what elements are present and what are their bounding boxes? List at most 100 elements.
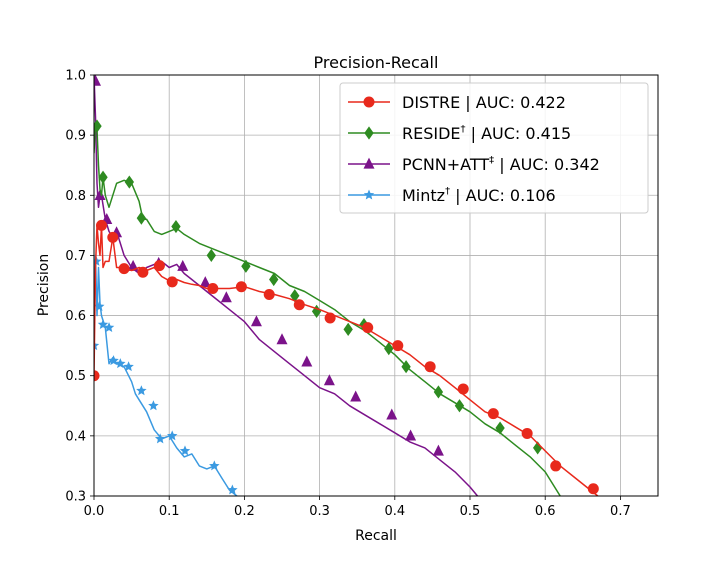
diamond-marker bbox=[290, 289, 300, 303]
star-marker bbox=[115, 358, 126, 369]
diamond-marker bbox=[454, 399, 465, 413]
triangle-marker bbox=[199, 276, 211, 288]
series-distre bbox=[94, 219, 599, 496]
star-marker bbox=[148, 400, 159, 411]
legend-label-sup: ‡ bbox=[489, 155, 494, 166]
diamond-marker bbox=[206, 248, 216, 263]
triangle-marker bbox=[350, 390, 362, 402]
legend-label: Mintz† | AUC: 0.106 bbox=[402, 186, 556, 205]
triangle-marker bbox=[301, 355, 313, 367]
circle-marker bbox=[293, 299, 305, 311]
circle-marker bbox=[324, 312, 336, 324]
x-tick-label: 0.1 bbox=[159, 504, 180, 519]
star-marker bbox=[103, 322, 115, 333]
series-layer bbox=[94, 75, 599, 496]
circle-marker bbox=[392, 340, 404, 352]
diamond-marker bbox=[364, 126, 374, 140]
diamond-marker bbox=[495, 421, 505, 435]
triangle-marker bbox=[386, 408, 398, 420]
y-tick-label: 1.0 bbox=[65, 69, 86, 84]
y-tick-label: 0.9 bbox=[65, 129, 86, 144]
triangle-marker bbox=[94, 75, 102, 86]
legend-label-sup: † bbox=[445, 186, 450, 197]
star-marker bbox=[209, 460, 220, 471]
circle-marker bbox=[424, 361, 436, 373]
x-tick-label: 0.4 bbox=[384, 504, 405, 519]
star-marker bbox=[179, 445, 191, 456]
triangle-marker bbox=[250, 315, 262, 327]
diamond-marker bbox=[171, 219, 181, 234]
legend-label-sup: † bbox=[461, 124, 466, 135]
y-tick-label: 0.7 bbox=[65, 249, 86, 264]
circle-marker bbox=[457, 383, 469, 395]
star-marker bbox=[227, 484, 238, 495]
legend-label-main: PCNN+ATT bbox=[402, 155, 489, 174]
series-reside bbox=[94, 119, 561, 496]
triangle-marker bbox=[220, 291, 232, 303]
y-tick-label: 0.4 bbox=[65, 429, 86, 444]
legend-item: RESIDE† | AUC: 0.415 bbox=[348, 124, 571, 143]
star-marker bbox=[166, 430, 178, 441]
circle-marker bbox=[587, 483, 599, 495]
diamond-marker bbox=[124, 175, 135, 189]
x-tick-label: 0.5 bbox=[460, 504, 481, 519]
diamond-marker bbox=[98, 170, 108, 184]
diamond-marker bbox=[384, 342, 394, 356]
diamond-marker bbox=[311, 304, 322, 318]
star-marker bbox=[154, 433, 166, 444]
diamond-marker bbox=[136, 211, 147, 225]
circle-marker bbox=[362, 322, 374, 334]
circle-marker bbox=[94, 370, 100, 382]
legend-label-main: Mintz bbox=[402, 186, 445, 205]
legend-item: DISTRE | AUC: 0.422 bbox=[348, 93, 566, 112]
legend-label: RESIDE† | AUC: 0.415 bbox=[402, 124, 571, 143]
diamond-marker bbox=[94, 119, 102, 133]
triangle-marker bbox=[405, 429, 417, 441]
x-tick-label: 0.3 bbox=[309, 504, 330, 519]
star-marker bbox=[363, 189, 375, 200]
triangle-marker bbox=[323, 374, 335, 386]
plot-frame bbox=[93, 74, 659, 497]
legend: DISTRE | AUC: 0.422 RESIDE† | AUC: 0.415 P… bbox=[339, 82, 649, 214]
circle-marker bbox=[207, 283, 219, 295]
y-tick-label: 0.5 bbox=[65, 369, 86, 384]
triangle-marker bbox=[363, 157, 375, 169]
chart-title: Precision-Recall bbox=[314, 53, 439, 72]
x-tick-label: 0.2 bbox=[234, 504, 255, 519]
legend-item: PCNN+ATT‡ | AUC: 0.342 bbox=[348, 155, 600, 174]
legend-label-rest: | AUC: 0.415 bbox=[466, 124, 572, 143]
y-axis-label: Precision bbox=[36, 254, 52, 316]
star-marker bbox=[123, 361, 134, 372]
y-tick-label: 0.3 bbox=[65, 490, 86, 505]
axis-ticks: 0.0 0.1 0.2 0.3 0.4 0.5 0.6 0.7 0.3 0.4 0.5 0.6 0.7 0… bbox=[65, 69, 630, 520]
y-tick-label: 0.8 bbox=[65, 189, 86, 204]
triangle-marker bbox=[94, 188, 106, 200]
diamond-marker bbox=[533, 441, 543, 455]
y-tick-label: 0.6 bbox=[65, 309, 86, 324]
circle-marker bbox=[550, 460, 562, 472]
legend-box bbox=[339, 82, 649, 214]
x-tick-label: 0.0 bbox=[84, 504, 105, 519]
circle-marker bbox=[137, 266, 149, 278]
circle-marker bbox=[166, 276, 178, 288]
circle-marker bbox=[521, 427, 533, 439]
legend-label-rest: | AUC: 0.342 bbox=[494, 155, 600, 174]
series-line bbox=[94, 122, 561, 496]
x-tick-label: 0.6 bbox=[535, 504, 556, 519]
legend-label: DISTRE | AUC: 0.422 bbox=[402, 93, 566, 112]
star-marker bbox=[94, 301, 105, 311]
legend-item: Mintz† | AUC: 0.106 bbox=[348, 186, 556, 205]
legend-label-main: DISTRE bbox=[402, 93, 460, 112]
legend-label-rest: | AUC: 0.422 bbox=[460, 93, 566, 112]
x-axis-label: Recall bbox=[355, 528, 397, 544]
x-tick-label: 0.7 bbox=[610, 504, 631, 519]
circle-marker bbox=[263, 289, 275, 301]
circle-marker bbox=[153, 260, 165, 272]
legend-label-rest: | AUC: 0.106 bbox=[450, 186, 556, 205]
legend-label: PCNN+ATT‡ | AUC: 0.342 bbox=[402, 155, 600, 174]
series-mintz bbox=[94, 254, 238, 496]
diamond-marker bbox=[269, 272, 279, 287]
diamond-marker bbox=[401, 360, 411, 374]
circle-marker bbox=[487, 408, 499, 420]
